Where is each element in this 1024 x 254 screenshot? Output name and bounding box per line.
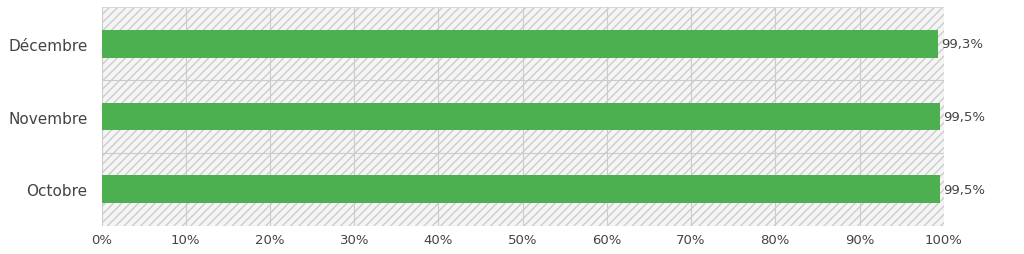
Bar [101, 103, 940, 131]
Text: 99,3%: 99,3% [941, 38, 983, 51]
Bar [101, 176, 940, 203]
Bar [101, 8, 944, 81]
Text: 99,5%: 99,5% [943, 110, 985, 123]
Text: 99,5%: 99,5% [943, 183, 985, 196]
Bar [101, 31, 938, 58]
Bar [101, 153, 944, 226]
Bar [101, 81, 944, 153]
